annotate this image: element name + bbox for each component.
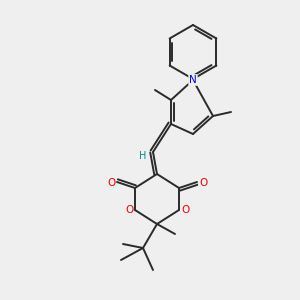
Text: H: H: [139, 151, 147, 161]
Text: O: O: [107, 178, 115, 188]
Text: O: O: [125, 205, 133, 215]
Text: N: N: [189, 75, 197, 85]
Text: O: O: [181, 205, 189, 215]
Text: O: O: [199, 178, 207, 188]
